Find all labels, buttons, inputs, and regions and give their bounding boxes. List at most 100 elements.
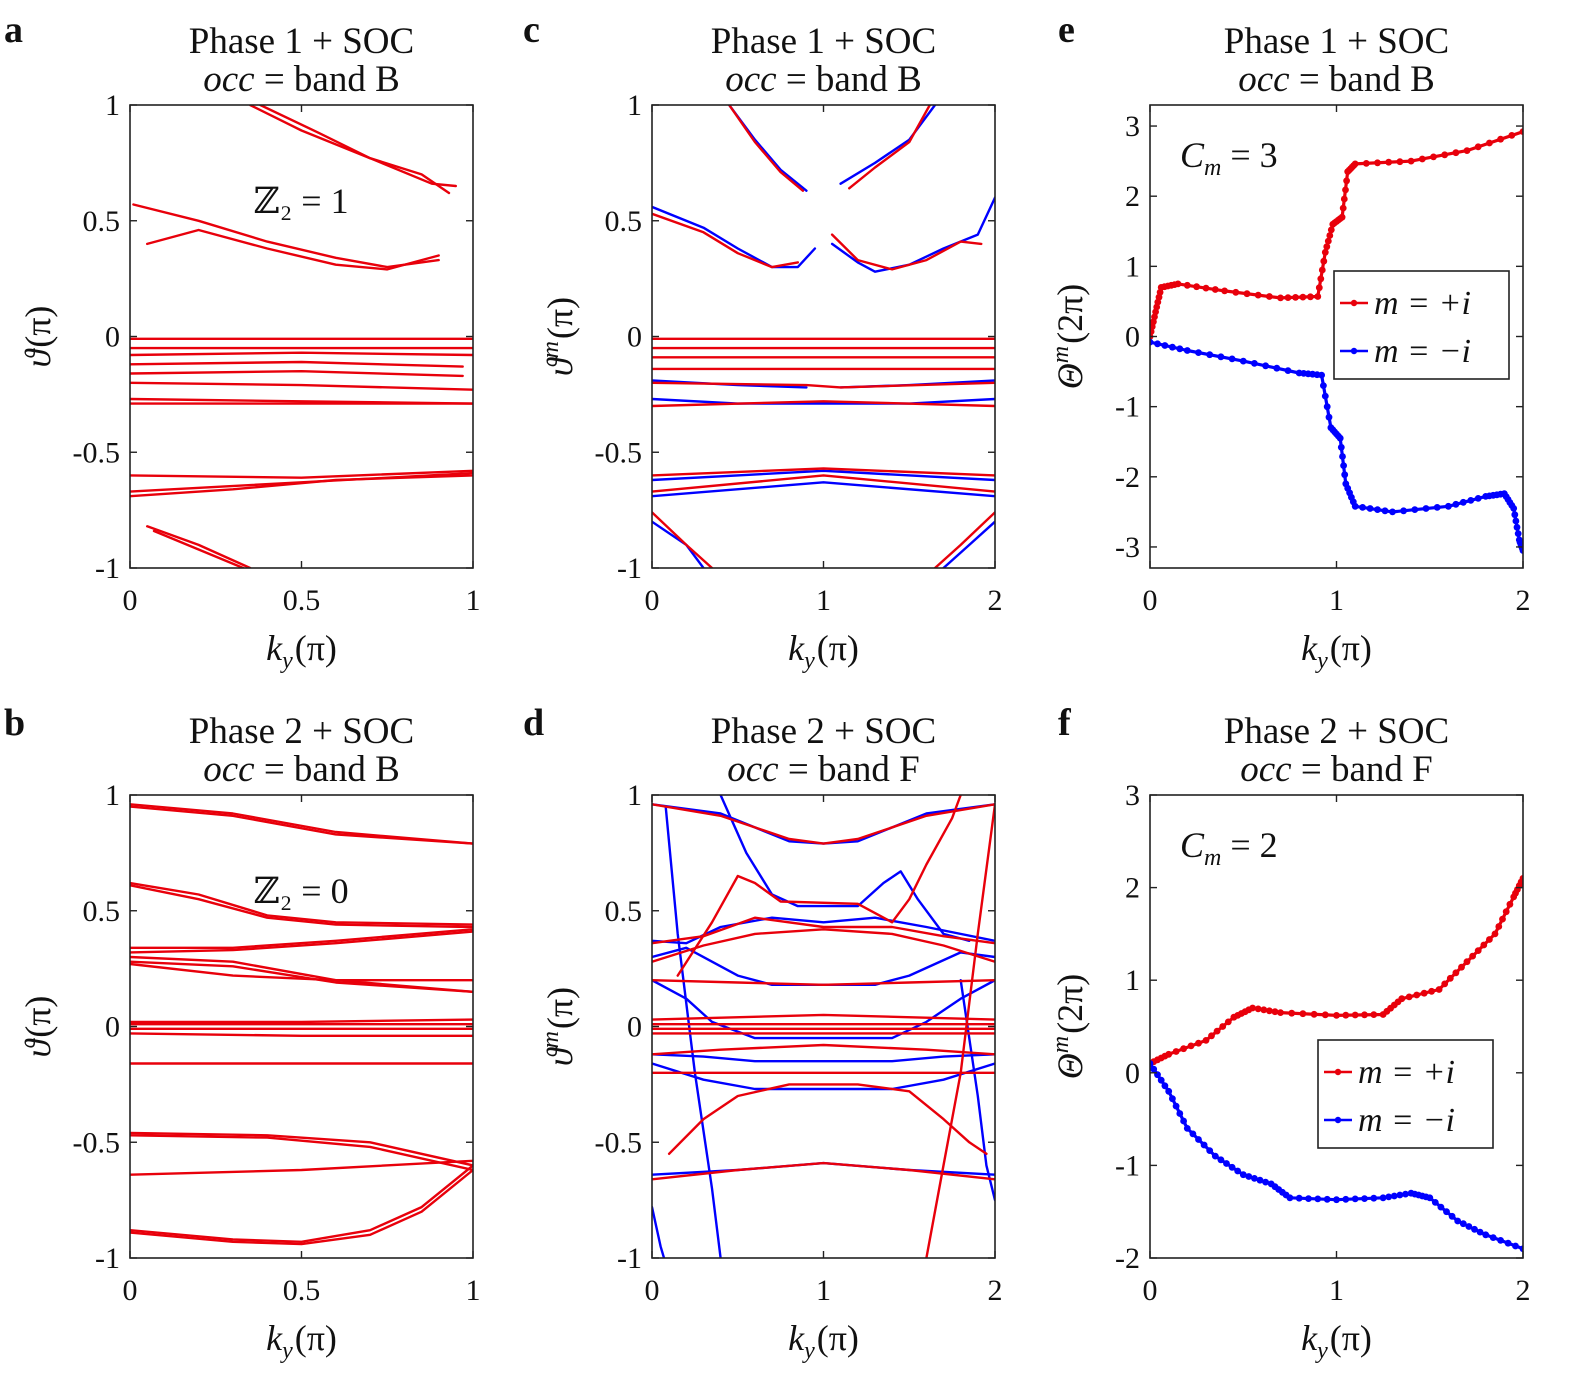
data-point — [1510, 505, 1518, 512]
subtitle-occ: occ — [727, 749, 779, 790]
legend-box — [1333, 270, 1510, 380]
wannier-band-2 — [848, 105, 931, 190]
subtitle-band: = band B — [777, 59, 922, 100]
data-point — [1165, 1087, 1173, 1095]
data-point — [1321, 248, 1329, 256]
data-point — [1305, 1195, 1312, 1202]
wannier-band-3 — [652, 946, 995, 986]
data-point — [1260, 1006, 1268, 1014]
data-point — [1446, 974, 1454, 982]
data-point — [1165, 1050, 1173, 1058]
data-point — [1437, 1203, 1445, 1211]
y-tick-label: -0.5 — [595, 436, 643, 469]
data-point — [1433, 504, 1441, 511]
wannier-band-12 — [652, 1161, 995, 1181]
y-tick-label: -0.5 — [73, 436, 121, 469]
wannier-band-4 — [652, 979, 995, 1040]
wannier-band-1 — [130, 805, 473, 845]
data-point — [1262, 362, 1269, 370]
y-axis-label: ϑ(π) — [18, 996, 58, 1058]
series-wannier-center — [130, 105, 473, 568]
y-tick-label: 0.5 — [605, 895, 643, 928]
y-tick-label: -1 — [617, 552, 642, 585]
data-point — [1193, 283, 1200, 291]
series-m-i — [652, 105, 995, 568]
data-point — [1390, 1192, 1398, 1200]
chart-subtitle: occ = band F — [1240, 749, 1432, 790]
data-point — [1476, 1228, 1484, 1236]
data-point — [1508, 132, 1516, 139]
subtitle-band: = band B — [1290, 59, 1435, 100]
y-tick-label: 0 — [105, 321, 120, 354]
data-point — [1339, 453, 1346, 460]
wannier-band-13 — [933, 511, 995, 568]
y-tick-label: 1 — [105, 89, 120, 122]
x-tick-label: 0.5 — [283, 584, 321, 617]
y-axis-label: ϑ(π) — [18, 306, 58, 368]
series-m-i — [652, 795, 995, 1258]
x-tick-label: 1 — [466, 584, 481, 617]
subtitle-band: = band F — [779, 749, 920, 790]
x-axis-label: ky(π) — [1301, 628, 1372, 674]
data-point — [1339, 204, 1347, 212]
data-point — [1351, 1195, 1359, 1203]
series-m-i — [652, 795, 995, 1258]
data-point — [1480, 941, 1488, 949]
subtitle-occ: occ — [1238, 59, 1290, 100]
wannier-band-16 — [152, 529, 245, 568]
data-point — [1359, 504, 1366, 511]
data-point — [1314, 1195, 1322, 1203]
x-tick-label: 2 — [988, 584, 1003, 617]
wannier-band-16 — [130, 1159, 473, 1176]
data-point — [1299, 1010, 1307, 1018]
chart-title: Phase 1 + SOC — [1224, 21, 1449, 62]
subtitle-occ: occ — [1240, 749, 1292, 790]
x-axis-label: ky(π) — [788, 628, 859, 674]
x-tick-label: 1 — [466, 1274, 481, 1307]
data-point — [1435, 986, 1443, 993]
y-tick-label: -1 — [617, 1242, 642, 1275]
data-point — [1315, 284, 1323, 292]
y-axis-label: Θm(2π) — [1048, 284, 1090, 390]
legend-swatch-marker — [1350, 347, 1358, 355]
data-point — [1277, 294, 1284, 302]
data-point — [1232, 288, 1240, 296]
plot-area — [1150, 874, 1523, 1253]
data-point — [1458, 963, 1465, 971]
subtitle-band: = band F — [1292, 749, 1433, 790]
x-tick-label: 1 — [816, 584, 831, 617]
wannier-band-11 — [667, 1083, 988, 1155]
data-point — [1519, 547, 1523, 554]
wannier-band-13 — [925, 803, 995, 1258]
data-point — [1452, 149, 1460, 157]
data-point — [1513, 523, 1521, 531]
data-point — [1512, 517, 1520, 525]
wannier-band-9 — [652, 520, 705, 568]
legend: m = +i m = −i — [1317, 1039, 1494, 1149]
data-point — [1342, 1011, 1350, 1019]
data-point — [1221, 287, 1228, 295]
data-point — [1321, 1011, 1329, 1019]
wannier-band-0 — [652, 803, 995, 845]
data-point — [1292, 294, 1299, 301]
y-tick-label: 0 — [1125, 321, 1140, 354]
data-point — [1428, 987, 1435, 995]
data-point — [1381, 507, 1389, 515]
data-point — [1317, 275, 1325, 283]
data-point — [1426, 1194, 1434, 1202]
data-point — [1320, 257, 1328, 265]
series-m-i — [1150, 338, 1523, 554]
data-point — [1474, 143, 1482, 151]
data-point — [1320, 382, 1327, 389]
data-point — [1340, 462, 1347, 469]
data-point — [1474, 495, 1482, 502]
x-tick-label: 2 — [1516, 1274, 1531, 1307]
axes-frame — [651, 794, 996, 1259]
x-tick-label: 0 — [1143, 584, 1158, 617]
legend-label: m = +i — [1374, 285, 1471, 322]
data-point — [1284, 367, 1292, 374]
chern-annotation: Cm = 2 — [1180, 825, 1278, 871]
data-point — [1511, 511, 1519, 519]
x-tick-label: 1 — [1329, 584, 1344, 617]
